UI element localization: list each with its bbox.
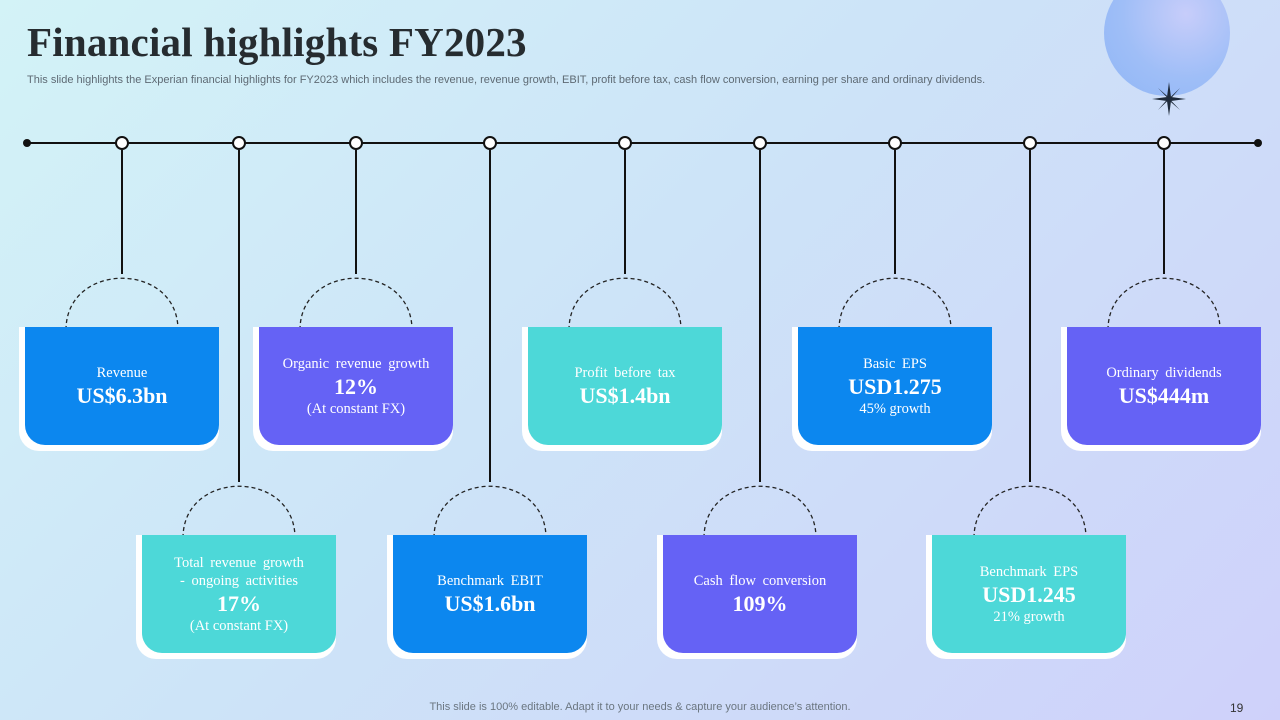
card-label: Cash flow conversion xyxy=(693,572,827,589)
card-subtext: (At constant FX) xyxy=(306,400,406,417)
card-label: Benchmark EBIT xyxy=(437,572,543,589)
card-label: Ordinary dividends xyxy=(1106,364,1222,381)
card-value: US$6.3bn xyxy=(76,382,168,408)
card-revenue: Revenue US$6.3bn xyxy=(25,327,219,445)
timeline-node xyxy=(1157,136,1171,150)
timeline-node xyxy=(888,136,902,150)
sparkle-star-icon xyxy=(1152,82,1186,116)
card-subtext: 21% growth xyxy=(993,608,1065,625)
card-organic-revenue-growth: Organic revenue growth 12% (At constant … xyxy=(259,327,453,445)
card-label: Total revenue growth xyxy=(174,554,304,571)
timeline-node xyxy=(1023,136,1037,150)
card-label: Profit before tax xyxy=(574,364,676,381)
card-value: US$1.4bn xyxy=(579,382,671,408)
card-value: USD1.275 xyxy=(848,373,942,399)
card-profit-before-tax: Profit before tax US$1.4bn xyxy=(528,327,722,445)
slide-title: Financial highlights FY2023 xyxy=(27,19,527,65)
card-basic-eps: Basic EPS USD1.275 45% growth xyxy=(798,327,992,445)
card-label: Benchmark EPS xyxy=(979,563,1079,580)
card-benchmark-eps: Benchmark EPS USD1.245 21% growth xyxy=(932,535,1126,653)
card-subtext: (At constant FX) xyxy=(189,617,289,634)
card-label: Basic EPS xyxy=(863,355,927,372)
page-number: 19 xyxy=(1230,701,1244,715)
card-label: Organic revenue growth xyxy=(282,355,430,372)
timeline-node xyxy=(115,136,129,150)
footer-note: This slide is 100% editable. Adapt it to… xyxy=(429,701,851,713)
card-subtext: 45% growth xyxy=(859,400,931,417)
card-total-revenue-growth: Total revenue growth - ongoing activitie… xyxy=(142,535,336,653)
timeline-node xyxy=(232,136,246,150)
timeline-end-dot xyxy=(1254,139,1262,147)
card-cash-flow-conversion: Cash flow conversion 109% xyxy=(663,535,857,653)
card-ordinary-dividends: Ordinary dividends US$444m xyxy=(1067,327,1261,445)
card-value: USD1.245 xyxy=(982,581,1076,607)
timeline-node xyxy=(753,136,767,150)
card-value: US$1.6bn xyxy=(444,590,536,616)
timeline-node xyxy=(349,136,363,150)
card-label: Revenue xyxy=(96,364,148,381)
card-label-line2: - ongoing activities xyxy=(180,572,298,589)
timeline-node xyxy=(618,136,632,150)
timeline-start-dot xyxy=(23,139,31,147)
card-value: 12% xyxy=(334,373,378,399)
card-value: US$444m xyxy=(1118,382,1210,408)
card-value: 17% xyxy=(217,590,261,616)
timeline-node xyxy=(483,136,497,150)
card-value: 109% xyxy=(732,590,788,616)
slide-subtitle: This slide highlights the Experian finan… xyxy=(27,74,986,86)
card-benchmark-ebit: Benchmark EBIT US$1.6bn xyxy=(393,535,587,653)
